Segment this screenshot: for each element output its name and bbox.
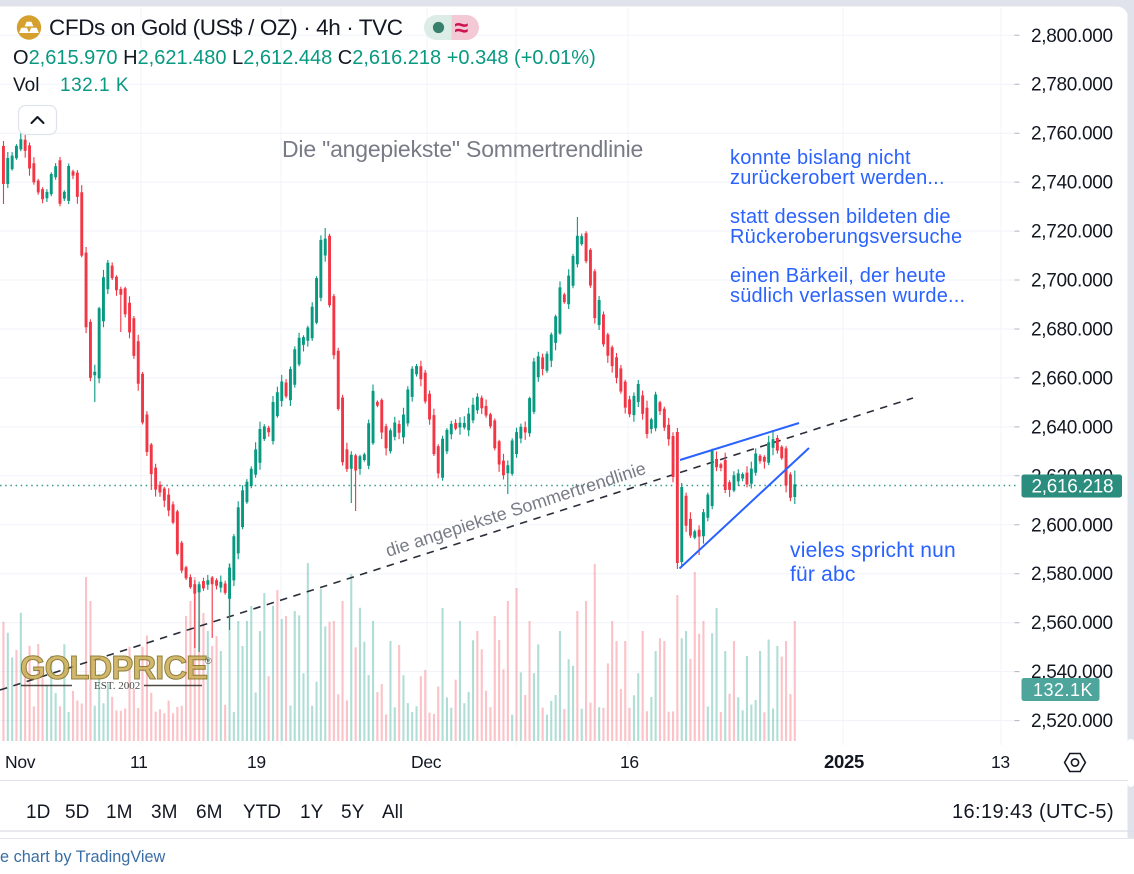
svg-text:EST. 2002: EST. 2002 [94,680,140,692]
svg-text:zurückerobert werden...: zurückerobert werden... [730,167,945,189]
svg-text:1D: 1D [26,802,50,823]
svg-text:2,680.000: 2,680.000 [1031,320,1113,341]
svg-text:2,520.000: 2,520.000 [1031,711,1113,732]
svg-text:3M: 3M [151,802,177,823]
svg-text:®: ® [205,656,212,666]
svg-text:CFDs on Gold (US$ / OZ) · 4h ·: CFDs on Gold (US$ / OZ) · 4h · TVC [49,15,403,40]
svg-text:1Y: 1Y [300,802,324,823]
svg-text:6M: 6M [196,802,222,823]
svg-text:2,700.000: 2,700.000 [1031,271,1113,292]
svg-text:2,660.000: 2,660.000 [1031,368,1113,389]
svg-text:132.1K: 132.1K [1033,680,1093,700]
svg-text:132.1 K: 132.1 K [60,75,129,96]
svg-text:1M: 1M [106,802,132,823]
svg-text:einen Bärkeil, der heute: einen Bärkeil, der heute [730,265,946,287]
svg-text:≈: ≈ [455,14,469,42]
svg-text:Die "angepiekste" Sommertrendl: Die "angepiekste" Sommertrendlinie [282,136,643,162]
svg-text:2,540.000: 2,540.000 [1031,662,1113,683]
svg-text:GOLDPRICE: GOLDPRICE [20,649,207,686]
svg-text:e chart by TradingView: e chart by TradingView [0,848,166,866]
svg-text:2,560.000: 2,560.000 [1031,613,1113,634]
svg-text:Nov: Nov [5,752,36,772]
svg-text:2,600.000: 2,600.000 [1031,515,1113,536]
svg-text:südlich verlassen wurde...: südlich verlassen wurde... [730,285,965,307]
svg-text:Rückeroberungsversuche: Rückeroberungsversuche [730,226,962,248]
svg-text:Vol: Vol [13,75,39,96]
svg-text:16: 16 [620,752,639,772]
svg-text:19: 19 [247,752,266,772]
svg-text:konnte bislang nicht: konnte bislang nicht [730,147,911,169]
svg-text:statt dessen bildeten die: statt dessen bildeten die [730,206,951,228]
svg-text:für abc: für abc [790,563,856,586]
svg-text:vieles spricht nun: vieles spricht nun [790,539,956,562]
svg-text:YTD: YTD [243,802,281,823]
svg-text:5Y: 5Y [341,802,365,823]
svg-text:2,616.218: 2,616.218 [1032,477,1114,498]
svg-text:2,580.000: 2,580.000 [1031,564,1113,585]
svg-text:2,800.000: 2,800.000 [1031,26,1113,47]
svg-text:2025: 2025 [824,751,864,772]
svg-text:13: 13 [991,752,1010,772]
svg-text:2,760.000: 2,760.000 [1031,124,1113,145]
svg-text:2,740.000: 2,740.000 [1031,173,1113,194]
svg-text:All: All [382,802,403,823]
svg-text:2,780.000: 2,780.000 [1031,75,1113,96]
svg-text:2,720.000: 2,720.000 [1031,222,1113,243]
svg-text:Dec: Dec [411,752,442,772]
svg-text:O2,615.970 H2,621.480 L2,612: O2,615.970 H2,621.480 L2,612.448 C2,616.… [13,47,596,69]
svg-text:2,640.000: 2,640.000 [1031,417,1113,438]
svg-text:5D: 5D [65,802,89,823]
svg-text:11: 11 [130,752,148,772]
svg-text:16:19:43 (UTC-5): 16:19:43 (UTC-5) [952,801,1114,823]
